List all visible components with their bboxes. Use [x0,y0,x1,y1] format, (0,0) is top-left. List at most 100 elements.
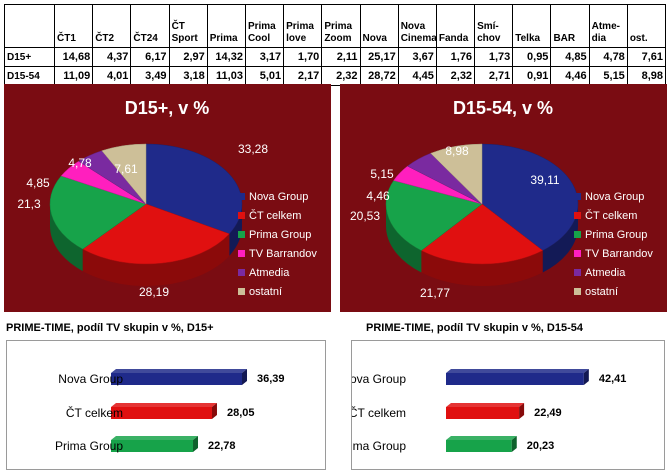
pie-slice-prima-group [385,180,483,251]
pie-panel-d15-54: D15-54, v % 39,11 21,77 20,53 4,46 5,15 8,98 No… [340,84,667,312]
pie-value-label: 4,85 [26,176,50,190]
pie-title: D15+, v % [125,98,210,118]
table-cell: 8,98 [626,66,667,86]
table-cell: 4,45 [397,66,437,86]
table-header: Prima love [283,4,323,48]
bar-value-label: 36,39 [257,373,285,385]
bar-front [446,440,512,452]
table-cell: 2,11 [321,47,361,67]
bar-front [446,407,520,419]
table-cell: 6,17 [130,47,170,67]
legend-swatch [238,231,245,238]
bar-front [111,407,212,419]
table-cell: 2,97 [168,47,208,67]
table-cell: 4,78 [588,47,628,67]
table-cell: 1,73 [474,47,514,67]
pie-chart-d15-54: D15-54, v % 39,11 21,77 20,53 4,46 5,15 8,98 No… [350,98,653,300]
bar-chart-d15-54: Nova Group 42,41 ČT celkem 22,49 Prima Group… [352,369,627,453]
bar-category-label: Prima Group [352,439,406,453]
pie-slice-side [82,233,230,286]
legend-item: Prima Group [249,229,311,241]
table-cell: 3,49 [130,66,170,86]
legend-item: ČT celkem [249,209,301,222]
bar-side [583,369,589,385]
legend-swatch [238,250,245,257]
bar--t-celkem [446,403,525,419]
table-cell: 4,37 [92,47,132,67]
bar-front [446,373,584,385]
table-cell: 2,32 [435,66,476,86]
table-row: D15+ 14,68 4,37 6,17 2,97 14,32 3,17 1,7… [4,47,667,67]
bar-category-label: ČT celkem [352,405,406,420]
pie-slices [385,143,579,265]
pie-chart-d15plus: D15+, v % 33,28 28,19 21,3 4,85 4,78 7,61 Nova … [17,98,317,299]
pie-slice-nova-group [481,143,579,251]
table-cell: 0,95 [512,47,552,67]
table-corner [4,4,55,48]
table-cell: 1,76 [435,47,476,67]
pie-slices [49,143,243,265]
table-cell: 4,46 [550,66,590,86]
table-row: D15-54 11,09 4,01 3,49 3,18 11,03 5,01 2… [4,66,667,86]
table-header: Fanda [435,4,476,48]
table-header: Telka [512,4,552,48]
pie-slice-prima-group [49,175,147,250]
bar-front [111,373,243,385]
bar-top [111,369,248,373]
bar-category-label: ČT celkem [66,405,123,420]
table-cell: 1,70 [283,47,323,67]
pie-title: D15-54, v % [453,98,553,118]
bar-chart-box-d15-54: Nova Group 42,41 ČT celkem 22,49 Prima Group… [351,340,665,470]
bar-nova-group [111,369,248,385]
pie-panel-d15plus: D15+, v % 33,28 28,19 21,3 4,85 4,78 7,61 Nova … [4,84,331,312]
legend-item: Atmedia [585,267,626,279]
table-header-row: ČT1 ČT2 ČT24 ČT Sport Prima Prima Cool P… [4,4,667,48]
bar--t-celkem [111,403,217,419]
legend-swatch [238,212,245,219]
bar-chart-d15plus: Nova Group 36,39 ČT celkem 28,05 Prima Group… [55,369,285,453]
bar-chart-box-d15plus: Nova Group 36,39 ČT celkem 28,05 Prima Group… [6,340,326,470]
bar-value-label: 42,41 [599,373,627,385]
bar-top [111,436,199,440]
pie-slice--t-celkem [420,203,544,265]
table-header: ČT Sport [168,4,208,48]
legend-swatch [574,288,581,295]
bar-value-label: 20,23 [527,440,555,452]
table-cell: 0,91 [512,66,552,86]
table-cell: 4,85 [550,47,590,67]
table-header: Nova Cinema [397,4,437,48]
pie-value-label: 39,11 [530,173,559,187]
table-cell: 3,67 [397,47,437,67]
bar-value-label: 22,78 [208,440,236,452]
legend-item: Nova Group [585,191,644,203]
table-cell: 2,71 [474,66,514,86]
legend-swatch [574,231,581,238]
row-label: D15+ [4,47,55,67]
pie-slice-ostatn- [101,143,147,205]
bar-top [446,369,589,373]
pie-value-label: 21,3 [17,197,41,211]
legend-item: ČT celkem [585,209,637,222]
table-cell: 11,03 [206,66,246,86]
bar-front [111,440,194,452]
pie-value-label: 28,19 [139,285,169,299]
bar-prima-group [446,436,517,452]
legend-swatch [238,193,245,200]
legend-item: Atmedia [249,267,290,279]
table-header: BAR [550,4,590,48]
legend-item: TV Barrandov [585,248,653,260]
table-header: Prima Zoom [321,4,361,48]
table-cell: 5,15 [588,66,628,86]
bar-nova-group [446,369,589,385]
bar-side [511,436,517,452]
pie-slice-ostatn- [430,143,483,205]
bar-prima-group [111,436,199,452]
table-header: ČT2 [92,4,132,48]
bar-chart-title: PRIME-TIME, podíl TV skupin v %, D15-54 [366,322,583,334]
bar-side [193,436,199,452]
legend-item: Nova Group [249,191,308,203]
table-header: Prima [206,4,246,48]
table-cell: 3,17 [244,47,285,67]
pie-value-label: 8,98 [445,144,469,158]
bar-category-label: Nova Group [58,372,123,386]
